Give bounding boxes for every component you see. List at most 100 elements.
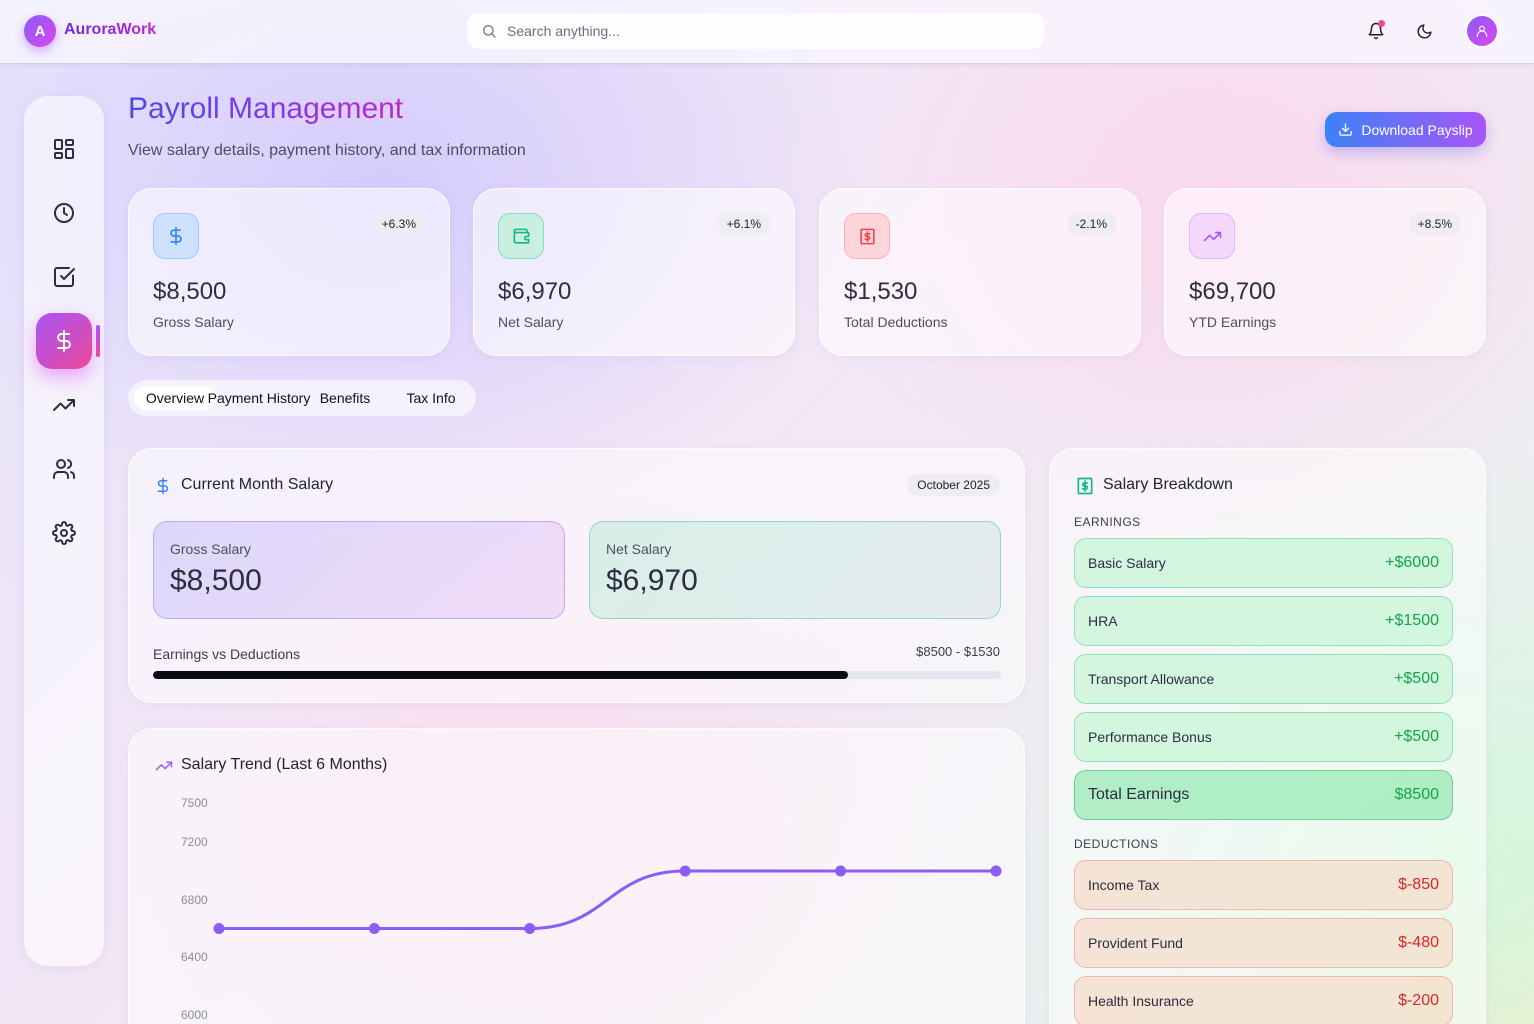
y-tick-label: 7200: [181, 835, 208, 849]
stat-change-badge: -2.1%: [1066, 213, 1116, 235]
notification-dot: [1378, 20, 1385, 27]
logo-badge[interactable]: A: [24, 15, 56, 47]
tab-payment-history[interactable]: Payment History: [207, 390, 311, 406]
notification-button[interactable]: [1365, 20, 1387, 42]
stat-label: Net Salary: [498, 314, 564, 330]
progress-track: [153, 671, 1001, 679]
sidebar-item-payroll[interactable]: [36, 313, 92, 369]
deduction-item: Income Tax $-850: [1074, 860, 1453, 910]
net-salary-value: $6,970: [606, 564, 698, 597]
stat-icon-box: [844, 213, 890, 259]
earning-name: Performance Bonus: [1088, 729, 1212, 745]
tab-overview[interactable]: Overview: [134, 386, 216, 410]
stat-value: $6,970: [498, 278, 572, 305]
dollar-icon: [170, 226, 182, 246]
stat-card-gross: +6.3% $8,500 Gross Salary: [128, 188, 450, 356]
bell-icon: [1368, 22, 1384, 40]
stat-value: $1,530: [844, 278, 918, 305]
search-icon: [483, 25, 496, 38]
gross-salary-label: Gross Salary: [170, 541, 251, 557]
gross-salary-card: Gross Salary $8,500: [153, 521, 565, 619]
search-bar[interactable]: [467, 13, 1044, 49]
stat-card-deductions: -2.1% $1,530 Total Deductions: [819, 188, 1141, 356]
receipt-icon: [859, 228, 875, 244]
stat-change-badge: +6.1%: [717, 213, 770, 235]
progress-range: $8500 - $1530: [916, 644, 1000, 659]
tab-bar: Overview Payment History Benefits Tax In…: [128, 380, 476, 416]
y-tick-label: 6000: [181, 1008, 208, 1022]
deduction-item: Health Insurance $-200: [1074, 976, 1453, 1024]
tab-tax-info[interactable]: Tax Info: [406, 390, 456, 406]
download-icon: [1339, 123, 1353, 136]
tab-benefits[interactable]: Benefits: [319, 390, 371, 406]
earning-amount: +$1500: [1385, 612, 1439, 629]
data-point[interactable]: [990, 865, 1002, 877]
data-point[interactable]: [213, 923, 225, 934]
check-square-icon: [54, 267, 75, 287]
current-month-title: Current Month Salary: [181, 476, 334, 493]
earning-name: HRA: [1088, 613, 1118, 629]
search-input[interactable]: [507, 23, 1027, 39]
earning-amount: +$6000: [1385, 554, 1439, 571]
page-subtitle: View salary details, payment history, an…: [128, 142, 526, 159]
dollar-icon: [157, 477, 169, 495]
trending-up-icon: [1203, 231, 1221, 241]
data-point[interactable]: [368, 923, 380, 934]
deduction-amount: $-480: [1398, 934, 1439, 951]
gear-icon: [52, 521, 76, 545]
stat-icon-box: [498, 213, 544, 259]
data-point[interactable]: [679, 865, 691, 877]
download-payslip-button[interactable]: Download Payslip: [1325, 112, 1486, 147]
sidebar-item-team[interactable]: [36, 441, 92, 497]
total-earnings-label: Total Earnings: [1088, 786, 1190, 803]
net-salary-label: Net Salary: [606, 541, 672, 557]
top-header: A AuroraWork: [0, 0, 1534, 64]
salary-breakdown-title: Salary Breakdown: [1103, 476, 1233, 493]
download-payslip-label: Download Payslip: [1361, 121, 1473, 138]
sidebar-item-performance[interactable]: [36, 377, 92, 433]
sidebar-item-attendance[interactable]: [36, 185, 92, 241]
earning-item: HRA +$1500: [1074, 596, 1453, 646]
sidebar: [24, 96, 104, 966]
stat-value: $69,700: [1189, 278, 1276, 305]
user-icon: [1476, 25, 1488, 37]
stat-change-badge: +8.5%: [1408, 213, 1461, 235]
y-tick-label: 6400: [181, 950, 208, 964]
earning-name: Transport Allowance: [1088, 671, 1215, 687]
wallet-icon: [513, 228, 529, 244]
stat-icon-box: [153, 213, 199, 259]
stat-change-badge: +6.3%: [372, 213, 425, 235]
deduction-amount: $-200: [1398, 992, 1439, 1009]
trending-up-icon: [155, 761, 173, 771]
deduction-item: Provident Fund $-480: [1074, 918, 1453, 968]
sidebar-item-settings[interactable]: [36, 505, 92, 561]
theme-toggle-button[interactable]: [1413, 20, 1435, 42]
trending-up-icon: [53, 399, 75, 411]
y-tick-label: 7500: [181, 796, 208, 810]
deduction-amount: $-850: [1398, 876, 1439, 893]
avatar[interactable]: [1467, 16, 1497, 46]
sidebar-item-tasks[interactable]: [36, 249, 92, 305]
current-month-panel: Current Month Salary October 2025 Gross …: [128, 448, 1025, 703]
salary-trend-title: Salary Trend (Last 6 Months): [181, 756, 388, 773]
earning-item: Basic Salary +$6000: [1074, 538, 1453, 588]
clock-icon: [54, 203, 74, 223]
data-point[interactable]: [835, 865, 847, 877]
dashboard-icon: [54, 139, 74, 159]
salary-breakdown-panel: Salary Breakdown EARNINGS Basic Salary +…: [1049, 448, 1486, 1024]
sidebar-item-dashboard[interactable]: [36, 121, 92, 177]
app-name[interactable]: AuroraWork: [64, 21, 157, 38]
deductions-heading: DEDUCTIONS: [1074, 837, 1159, 851]
gross-salary-value: $8,500: [170, 564, 262, 597]
users-icon: [53, 459, 76, 479]
deduction-name: Income Tax: [1088, 877, 1160, 893]
stat-label: YTD Earnings: [1189, 314, 1277, 330]
moon-icon: [1417, 23, 1432, 38]
progress-fill: [153, 671, 849, 679]
progress-label: Earnings vs Deductions: [153, 646, 301, 662]
receipt-icon: [1077, 477, 1093, 495]
data-point[interactable]: [524, 923, 536, 934]
earnings-heading: EARNINGS: [1074, 515, 1141, 529]
stat-value: $8,500: [153, 278, 227, 305]
series-line: [218, 869, 996, 930]
